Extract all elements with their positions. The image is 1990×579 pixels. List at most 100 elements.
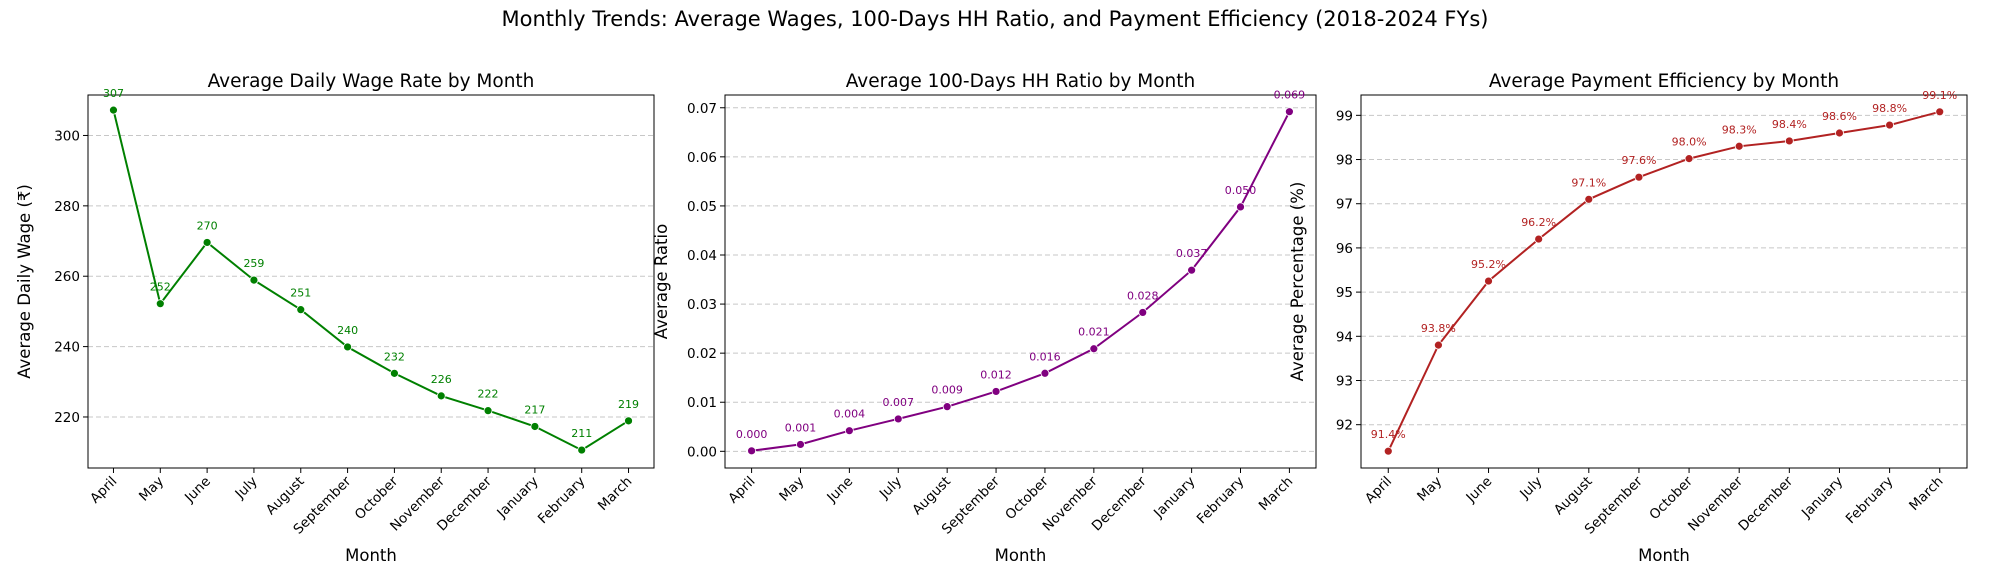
data-point: [1484, 276, 1493, 286]
y-tick-label: 240: [54, 340, 80, 356]
x-axis-label: Month: [1638, 546, 1690, 565]
data-label: 0.009: [931, 384, 963, 397]
data-label: 259: [243, 257, 264, 270]
data-point: [942, 402, 952, 412]
data-point: [1684, 154, 1694, 164]
data-point: [1584, 194, 1594, 204]
data-label: 98.3%: [1722, 123, 1757, 136]
data-label: 211: [571, 427, 592, 440]
chart-title: Average 100-Days HH Ratio by Month: [846, 71, 1196, 92]
data-label: 0.004: [834, 408, 866, 421]
data-point: [624, 416, 633, 426]
y-tick-label: 0.02: [687, 346, 717, 362]
y-tick-label: 0.00: [687, 444, 717, 460]
data-point: [202, 238, 212, 247]
data-point: [991, 387, 1001, 396]
data-label: 251: [290, 287, 311, 300]
y-tick-label: 98: [1336, 153, 1353, 169]
data-point: [390, 368, 399, 378]
data-point: [1784, 136, 1794, 146]
data-label: 240: [337, 324, 358, 337]
y-tick-label: 97: [1336, 197, 1353, 213]
data-label: 98.8%: [1872, 102, 1907, 115]
data-label: 91.4%: [1371, 428, 1406, 441]
data-label: 93.8%: [1421, 322, 1456, 335]
data-point: [1434, 340, 1443, 350]
data-label: 96.2%: [1521, 216, 1556, 229]
data-label: 98.0%: [1672, 136, 1707, 149]
data-point: [1383, 446, 1393, 456]
data-point: [844, 426, 854, 436]
axes-frame: [724, 94, 1317, 469]
data-label: 232: [384, 350, 405, 363]
data-label: 222: [478, 388, 499, 401]
data-label: 0.000: [736, 428, 768, 441]
y-tick-label: 0.06: [687, 150, 717, 166]
data-point: [296, 305, 306, 315]
y-tick-label: 95: [1336, 285, 1353, 301]
series-line: [751, 111, 1291, 452]
y-tick-label: 94: [1336, 329, 1353, 345]
data-point: [1734, 141, 1744, 151]
x-axis-label: Month: [345, 546, 397, 565]
data-label: 252: [150, 281, 171, 294]
y-tick-label: 99: [1336, 108, 1353, 124]
axes-frame: [1360, 94, 1968, 469]
data-label: 307: [103, 87, 124, 100]
chart-title: Average Daily Wage Rate by Month: [208, 71, 535, 92]
data-label: 0.050: [1225, 184, 1257, 197]
data-point: [530, 422, 540, 431]
data-point: [1285, 107, 1294, 117]
y-tick-label: 300: [54, 128, 80, 144]
data-point: [155, 299, 165, 309]
data-point: [1935, 107, 1945, 117]
series-line: [112, 109, 630, 452]
y-tick-label: 93: [1336, 373, 1353, 389]
data-point: [249, 275, 259, 285]
y-tick-label: 280: [54, 199, 80, 215]
data-point: [436, 391, 446, 401]
y-tick-label: 0.05: [687, 199, 717, 215]
x-axis-label: Month: [995, 546, 1047, 565]
data-point: [796, 440, 805, 449]
data-label: 270: [197, 219, 218, 232]
data-point: [577, 445, 587, 455]
data-label: 0.021: [1078, 326, 1110, 339]
y-axis-label: Average Daily Wage (₹): [15, 184, 34, 379]
data-label: 0.028: [1127, 289, 1159, 302]
data-label: 226: [431, 373, 452, 386]
y-tick-label: 260: [54, 269, 80, 285]
data-label: 98.6%: [1822, 110, 1857, 123]
data-label: 0.037: [1176, 247, 1208, 260]
data-point: [1835, 128, 1844, 138]
data-label: 95.2%: [1471, 258, 1506, 271]
data-point: [1040, 368, 1050, 378]
chart-title: Average Payment Efficiency by Month: [1489, 71, 1839, 92]
data-point: [1634, 172, 1644, 182]
data-label: 0.069: [1274, 89, 1306, 102]
y-tick-label: 96: [1336, 241, 1353, 257]
data-point: [747, 446, 756, 456]
data-label: 217: [524, 403, 545, 416]
series-line: [1387, 110, 1940, 452]
y-tick-label: 92: [1336, 418, 1353, 434]
data-point: [1885, 120, 1894, 130]
y-tick-label: 0.04: [687, 248, 717, 264]
data-label: 98.4%: [1772, 118, 1807, 131]
y-axis-label: Average Percentage (%): [1288, 182, 1307, 382]
data-point: [109, 105, 118, 115]
y-axis-label: Average Ratio: [652, 224, 671, 339]
axes-frame: [87, 94, 655, 469]
data-label: 97.6%: [1621, 154, 1656, 167]
data-label: 97.1%: [1571, 176, 1606, 189]
data-label: 0.012: [980, 368, 1012, 381]
y-tick-label: 0.07: [687, 101, 717, 117]
y-tick-label: 220: [54, 410, 80, 426]
data-point: [1236, 202, 1245, 212]
data-point: [343, 342, 352, 352]
data-label: 99.1%: [1922, 89, 1957, 102]
data-point: [483, 406, 493, 416]
figure-suptitle: Monthly Trends: Average Wages, 100-Days …: [502, 7, 1489, 31]
